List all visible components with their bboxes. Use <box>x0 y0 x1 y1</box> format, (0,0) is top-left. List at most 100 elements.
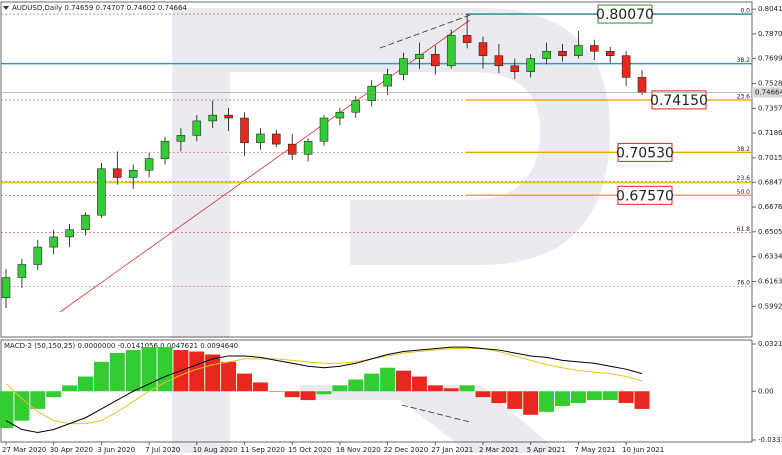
y-tick-label: 0.00 <box>758 387 774 395</box>
candle-body <box>383 74 392 87</box>
signal-line <box>5 348 643 425</box>
candle-body <box>478 42 488 56</box>
target-label: 0.74150 <box>650 93 708 109</box>
channel-line <box>379 13 474 49</box>
histogram-bar <box>443 388 459 392</box>
histogram-bar <box>268 391 284 392</box>
histogram-bar <box>380 367 396 392</box>
candle-body <box>399 58 408 75</box>
x-tick-label: 7 Jul 2020 <box>145 446 180 454</box>
candle-body <box>176 135 186 142</box>
histogram-bar <box>634 391 650 409</box>
histogram-bar <box>78 376 93 392</box>
candle-body <box>446 35 456 67</box>
histogram-bar <box>284 391 300 398</box>
histogram-bar <box>348 379 364 392</box>
current-price: 0.74664 <box>755 88 782 96</box>
candle-body <box>287 143 297 155</box>
x-tick-label: 10 Aug 2020 <box>193 446 238 454</box>
candle-body <box>510 65 520 72</box>
price-frame <box>0 1 753 338</box>
candle-body <box>17 264 27 278</box>
candle-body <box>81 214 90 230</box>
fib-label: 38.2 <box>737 57 751 64</box>
price-title: AUDUSD,Daily 0.74659 0.74707 0.74602 0.7… <box>12 4 187 12</box>
y-tick-label: -0.033134 <box>758 436 782 444</box>
candle-body <box>494 55 504 67</box>
fib-label: 50.0 <box>737 189 751 196</box>
histogram-bar <box>411 376 427 392</box>
histogram-bar <box>427 385 443 392</box>
candle-body <box>224 114 233 119</box>
y-tick-label: 0.032119 <box>758 340 782 348</box>
candle-body <box>415 53 424 59</box>
target-box <box>651 90 707 110</box>
candle-body <box>97 168 106 216</box>
histogram-bar <box>300 391 316 401</box>
x-tick-label: 11 Sep 2020 <box>241 446 285 454</box>
target-box <box>617 185 673 205</box>
target-label: 0.67570 <box>616 188 674 204</box>
main-line <box>5 346 643 433</box>
candle-body <box>431 53 440 67</box>
candle-body <box>144 158 154 171</box>
candle-body <box>128 169 138 178</box>
price-box <box>752 87 782 98</box>
candle-body <box>33 246 43 265</box>
target-label: 0.70530 <box>616 145 674 161</box>
histogram-bar <box>459 385 475 392</box>
histogram-bar <box>141 347 157 392</box>
fib-label: 23.6 <box>737 93 751 100</box>
candle-body <box>160 140 170 159</box>
candle-body <box>637 77 647 93</box>
fib-label: 23.6 <box>737 175 751 182</box>
candle-body <box>542 51 551 59</box>
histogram-bar <box>109 353 125 392</box>
x-tick-label: 15 Oct 2020 <box>288 446 331 454</box>
x-tick-label: 10 Jun 2021 <box>622 446 664 454</box>
macd-title: MACD-2 (50,150,25) 0.0000000 -0.0141056 … <box>4 342 238 350</box>
candle-body <box>256 133 265 143</box>
x-tick-label: 27 Mar 2020 <box>2 446 46 454</box>
x-tick-label: 3 Jun 2020 <box>97 446 135 454</box>
candle-body <box>319 117 329 142</box>
candle-body <box>208 114 217 122</box>
histogram-bar <box>586 391 602 401</box>
x-tick-label: 30 Apr 2020 <box>50 446 93 454</box>
histogram-bar <box>46 391 62 398</box>
histogram-bar <box>237 373 252 392</box>
histogram-bar <box>523 391 539 415</box>
menu-arrow <box>3 6 9 10</box>
histogram-bar <box>30 391 46 409</box>
fib-label: 38.2 <box>737 146 751 153</box>
x-tick-label: 27 Jan 2021 <box>431 446 473 454</box>
candle-body <box>621 55 631 78</box>
histogram-bar <box>316 391 332 395</box>
histogram-bar <box>93 361 109 392</box>
histogram-bar <box>0 391 14 429</box>
x-tick-label: 7 May 2021 <box>574 446 615 454</box>
histogram-bar <box>364 373 380 392</box>
candle-body <box>240 117 249 143</box>
x-tick-label: 2 Mar 2021 <box>479 446 519 454</box>
histogram-bar <box>189 351 205 392</box>
histogram-bar <box>396 370 411 392</box>
target-label: 0.80070 <box>596 7 654 23</box>
x-tick-label: 5 Apr 2021 <box>527 446 566 454</box>
fib-label: 61.8 <box>737 226 751 233</box>
target-box <box>597 4 653 24</box>
candle-body <box>462 35 472 43</box>
histogram-bar <box>125 350 141 392</box>
